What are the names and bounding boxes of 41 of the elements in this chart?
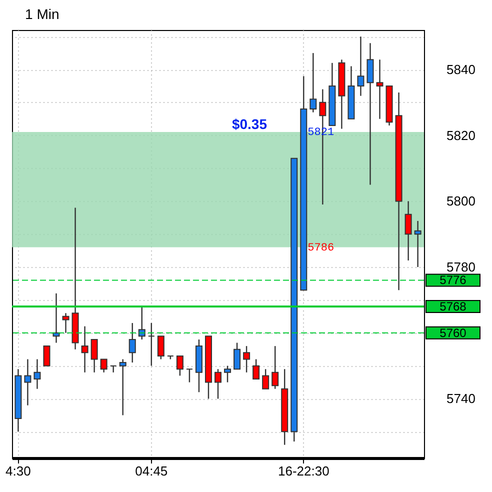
- candlestick: [148, 322, 155, 366]
- candlestick: [224, 365, 232, 383]
- candlestick: [272, 345, 279, 390]
- candlestick: [243, 345, 250, 373]
- candlestick: [110, 365, 117, 373]
- candlestick: [357, 36, 364, 96]
- ref-line-label: 5768: [440, 300, 467, 314]
- candlestick: [81, 326, 88, 373]
- candlestick: [24, 358, 32, 406]
- ref-line-label: 5760: [440, 326, 467, 340]
- candlestick: [176, 355, 184, 376]
- x-tick-label: 16-22:30: [278, 464, 330, 478]
- candlestick: [128, 322, 136, 364]
- candlestick: [119, 358, 126, 416]
- candlestick: [214, 368, 222, 400]
- band-label: $0.35: [232, 116, 268, 132]
- x-tick-label: 04:45: [135, 464, 168, 478]
- candlestick: [100, 358, 108, 373]
- candlestick: [90, 338, 98, 373]
- y-tick-label: 5740: [446, 391, 476, 406]
- candlestick: [234, 342, 241, 370]
- annotation: 5786: [308, 242, 334, 254]
- candlestick: [404, 200, 412, 262]
- candlestick: [157, 336, 164, 360]
- y-tick-label: 5800: [446, 194, 476, 209]
- candlestick: [43, 346, 50, 366]
- y-tick-label: 5780: [446, 260, 476, 275]
- candlestick: [252, 358, 260, 380]
- ref-line-label: 5776: [440, 273, 467, 288]
- y-tick-label: 5820: [446, 128, 476, 143]
- x-tick-label: 4:30: [6, 464, 31, 478]
- candlestick: [186, 368, 193, 383]
- candlestick: [414, 220, 422, 268]
- candlestick: [310, 52, 317, 113]
- candlestick: [376, 59, 384, 120]
- y-tick-label: 5840: [446, 62, 476, 78]
- candlestick: [62, 312, 70, 334]
- chart-title: 1 Min: [25, 6, 60, 22]
- candlestick: [34, 358, 41, 390]
- candlestick: [366, 42, 374, 186]
- candlestick: [262, 368, 270, 390]
